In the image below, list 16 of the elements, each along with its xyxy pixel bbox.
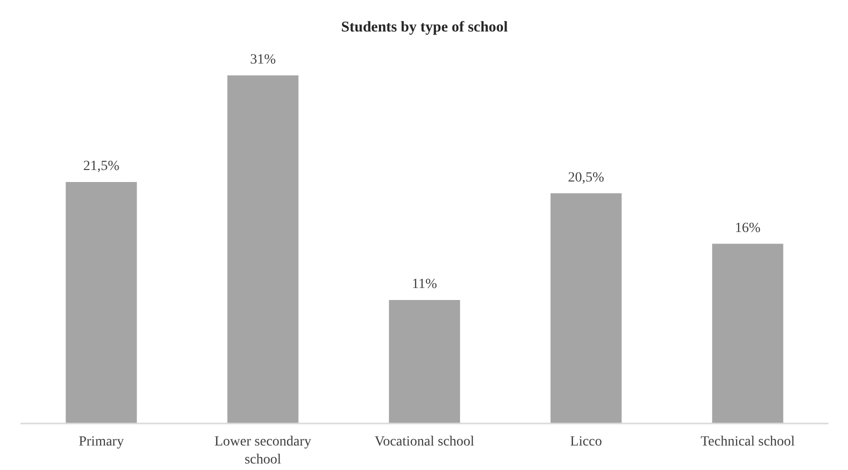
- data-label: 31%: [250, 52, 276, 68]
- chart-title: Students by type of school: [341, 20, 508, 36]
- bar: [227, 75, 298, 424]
- bar: [550, 193, 622, 424]
- bar: [388, 300, 460, 424]
- data-label: 21,5%: [83, 159, 120, 174]
- x-tick-label: Lower secondary school: [214, 434, 312, 468]
- x-tick-label: Technical school: [700, 434, 795, 450]
- bar: [66, 182, 137, 424]
- x-tick-label: Primary: [78, 434, 124, 450]
- data-label: 11%: [412, 276, 438, 292]
- data-label: 16%: [734, 220, 761, 236]
- x-tick-label: Licco: [570, 434, 602, 450]
- bar: [712, 244, 784, 424]
- data-label: 20,5%: [568, 170, 605, 186]
- x-tick-label: Vocational school: [374, 434, 474, 450]
